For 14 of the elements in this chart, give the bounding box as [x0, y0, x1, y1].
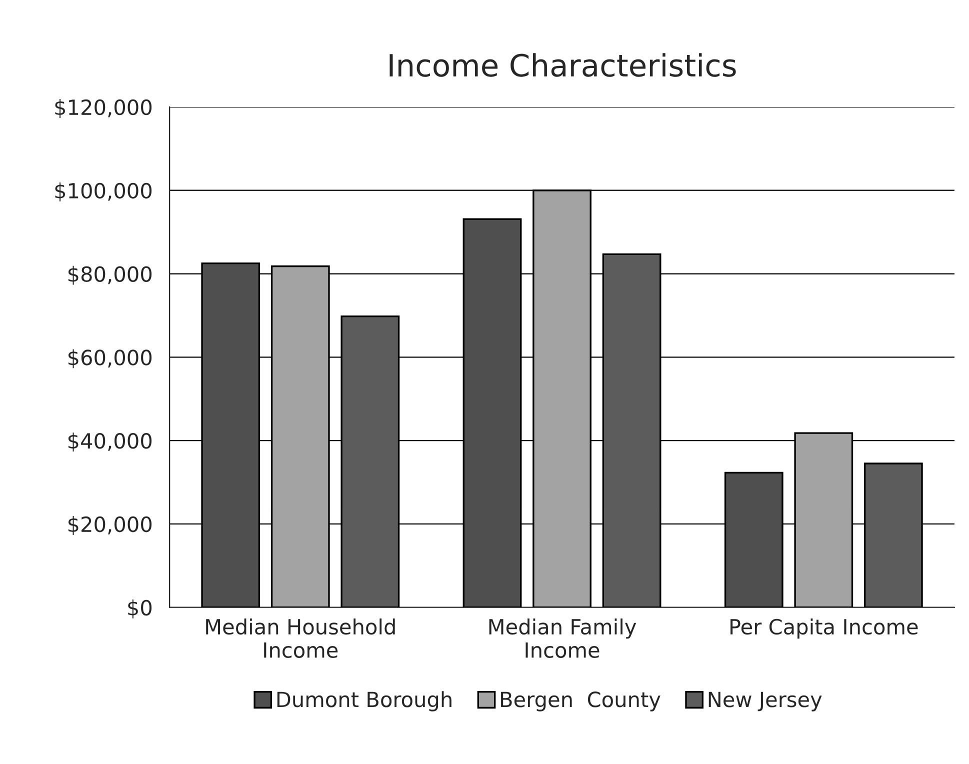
y-tick-label: $120,000 — [55, 99, 152, 118]
y-tick-label: $20,000 — [68, 516, 152, 535]
y-tick-label: $40,000 — [68, 432, 152, 452]
x-tick-label: Per Capita Income — [730, 618, 918, 639]
legend-label: Dumont Borough — [277, 691, 452, 712]
x-tick-label: Median Family Income — [489, 618, 636, 658]
legend-label: Bergen County — [501, 692, 660, 712]
y-tick-label: $60,000 — [68, 349, 152, 368]
y-tick-label: $80,000 — [68, 266, 152, 285]
y-tick-label: $100,000 — [55, 182, 152, 202]
y-tick-label: $0 — [128, 599, 152, 618]
x-tick-label: Median Household Income — [206, 618, 395, 658]
legend-label: New Jersey — [708, 692, 822, 712]
chart-title: Income Characteristics — [390, 53, 736, 77]
